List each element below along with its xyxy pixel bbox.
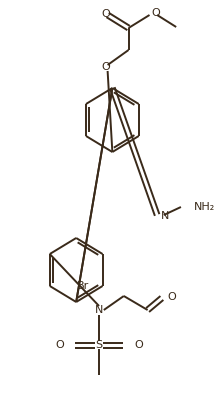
Text: O: O xyxy=(168,292,176,302)
Text: O: O xyxy=(152,8,160,18)
Text: Br: Br xyxy=(77,281,89,291)
Text: N: N xyxy=(161,211,169,221)
Text: S: S xyxy=(95,340,103,350)
Text: N: N xyxy=(95,305,103,315)
Text: O: O xyxy=(55,340,64,350)
Text: NH₂: NH₂ xyxy=(194,202,216,212)
Text: O: O xyxy=(134,340,143,350)
Text: O: O xyxy=(101,62,110,72)
Text: O: O xyxy=(101,9,110,19)
